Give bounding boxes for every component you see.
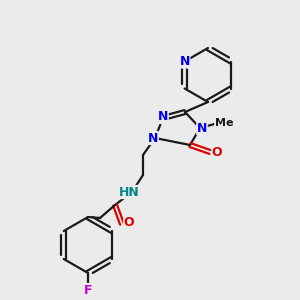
Text: HN: HN	[118, 185, 140, 199]
Text: O: O	[212, 146, 222, 158]
Text: N: N	[148, 131, 158, 145]
Text: N: N	[158, 110, 168, 124]
Text: N: N	[197, 122, 207, 134]
Text: N: N	[179, 55, 190, 68]
Text: Me: Me	[215, 118, 233, 128]
Text: F: F	[84, 284, 92, 296]
Text: O: O	[124, 217, 134, 230]
